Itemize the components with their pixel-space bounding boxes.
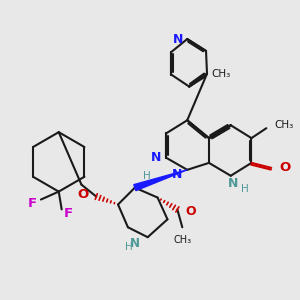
Text: N: N bbox=[173, 32, 183, 46]
Text: F: F bbox=[64, 207, 73, 220]
Text: O: O bbox=[77, 188, 88, 201]
Text: N: N bbox=[151, 152, 161, 164]
Text: O: O bbox=[185, 205, 196, 218]
Text: CH₃: CH₃ bbox=[173, 235, 191, 245]
Text: O: O bbox=[279, 161, 290, 174]
Text: H: H bbox=[143, 171, 151, 181]
Text: CH₃: CH₃ bbox=[274, 120, 293, 130]
Text: F: F bbox=[28, 197, 37, 210]
Text: N: N bbox=[130, 237, 140, 250]
Text: CH₃: CH₃ bbox=[211, 69, 230, 79]
Polygon shape bbox=[134, 170, 187, 191]
Text: H: H bbox=[241, 184, 248, 194]
Text: H: H bbox=[125, 242, 133, 252]
Text: N: N bbox=[227, 177, 238, 190]
Text: N: N bbox=[172, 168, 182, 181]
